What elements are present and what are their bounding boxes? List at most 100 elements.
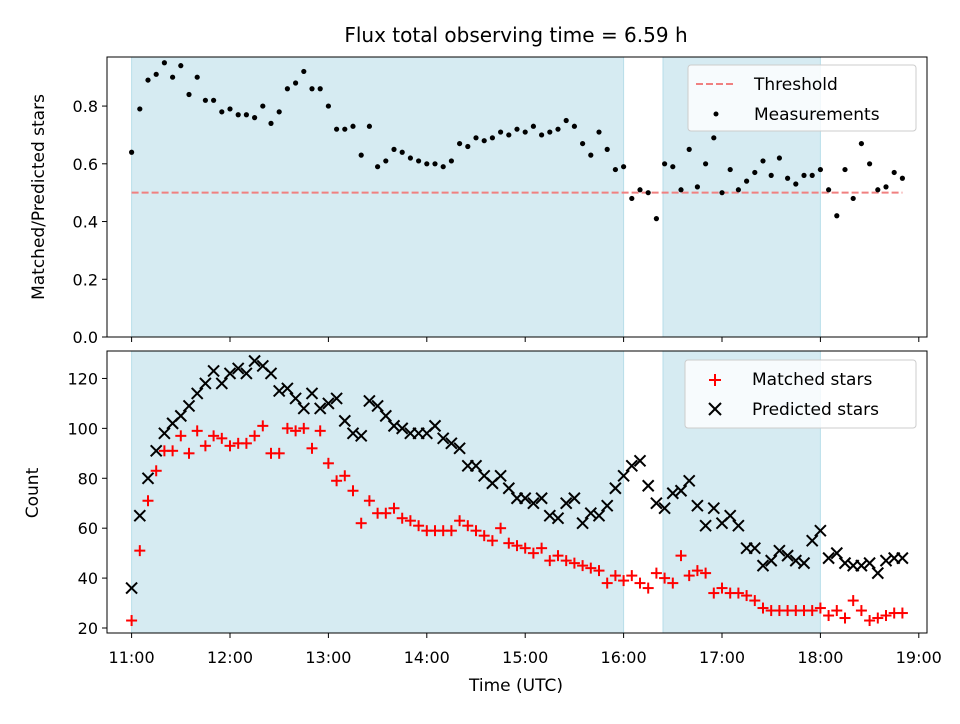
matched-star-point <box>273 447 285 459</box>
measurement-point <box>596 129 602 135</box>
matched-star-point <box>634 577 646 589</box>
predicted-star-point <box>149 444 163 458</box>
measurement-point <box>752 169 758 176</box>
matched-star-point <box>806 605 818 617</box>
predicted-star-point <box>666 487 680 500</box>
predicted-star-point <box>584 507 598 520</box>
measurement-point <box>514 126 520 132</box>
measurement-point <box>457 140 463 147</box>
matched-star-point <box>306 442 318 454</box>
matched-star-point <box>618 575 630 587</box>
matched-star-point <box>142 495 154 507</box>
measurement-point <box>129 149 135 155</box>
measurement-point <box>342 126 348 132</box>
measurement-point <box>243 112 249 118</box>
measurement-point <box>170 74 176 80</box>
predicted-star-point <box>125 581 138 595</box>
measurement-point <box>760 158 766 164</box>
measurement-point <box>137 106 143 112</box>
predicted-star-point <box>576 516 589 530</box>
matched-star-point <box>568 557 580 569</box>
bottom-y-tick-label: 80 <box>78 469 98 488</box>
predicted-star-point <box>305 387 319 400</box>
measurement-point <box>358 152 364 158</box>
predicted-star-point <box>592 509 606 522</box>
measurement-point <box>662 161 668 167</box>
predicted-star-point <box>354 429 368 443</box>
matched-star-point <box>732 587 744 599</box>
matched-star-point <box>134 545 146 557</box>
predicted-star-point <box>453 442 466 455</box>
measurement-point <box>539 132 545 138</box>
measurement-point <box>473 135 479 141</box>
measurement-point <box>178 63 184 69</box>
measurement-point <box>735 187 742 193</box>
x-tick-label: 16:00 <box>601 648 647 667</box>
predicted-star-point <box>814 524 827 537</box>
matched-star-point <box>363 495 375 507</box>
predicted-star-point <box>633 454 647 468</box>
matched-star-point <box>454 515 466 527</box>
measurement-point <box>268 120 274 126</box>
matched-star-point <box>257 420 269 432</box>
predicted-star-point <box>133 509 147 522</box>
predicted-star-point <box>551 511 565 525</box>
predicted-star-point <box>264 367 278 380</box>
x-tick-label: 14:00 <box>404 648 450 667</box>
predicted-star-point <box>748 541 762 555</box>
measurement-point <box>793 181 799 187</box>
top-y-tick-label: 0.8 <box>73 97 98 116</box>
predicted-star-point <box>445 437 458 450</box>
matched-star-point <box>331 475 343 487</box>
measurement-point <box>588 152 594 158</box>
measurement-point <box>227 106 233 112</box>
top-y-tick-label: 0.4 <box>73 213 98 232</box>
matched-star-point <box>380 507 392 519</box>
matched-star-point <box>880 610 892 622</box>
matched-star-point <box>314 425 326 437</box>
predicted-star-point <box>789 554 803 567</box>
matched-star-point <box>609 570 621 582</box>
measurement-point <box>399 149 405 155</box>
measurement-point <box>629 195 635 202</box>
chart-title: Flux total observing time = 6.59 h <box>344 23 687 47</box>
legend-predicted-label: Predicted stars <box>752 400 879 420</box>
measurement-point <box>571 123 578 129</box>
measurement-point <box>604 146 610 152</box>
matched-star-point <box>298 422 310 434</box>
measurement-point <box>686 146 692 152</box>
measurement-point <box>653 216 660 222</box>
predicted-star-point <box>658 502 671 515</box>
measurement-point <box>719 190 725 196</box>
predicted-star-point <box>707 502 721 515</box>
measurement-point <box>211 97 217 103</box>
x-tick-label: 17:00 <box>699 648 745 667</box>
predicted-star-point <box>518 492 532 505</box>
matched-star-point <box>281 422 293 434</box>
matched-star-point <box>175 430 187 442</box>
measurement-point <box>350 123 356 129</box>
matched-star-point <box>249 430 261 442</box>
measurement-point <box>424 161 430 167</box>
predicted-star-point <box>174 409 188 423</box>
measurement-point <box>416 158 422 164</box>
measurement-point <box>727 166 733 173</box>
measurement-point <box>580 140 586 147</box>
legend-threshold-label: Threshold <box>753 75 838 95</box>
matched-star-point <box>700 567 712 579</box>
measurement-point <box>801 172 807 178</box>
measurement-point <box>309 86 315 92</box>
matched-star-point <box>183 447 195 459</box>
predicted-star-point <box>527 497 540 510</box>
predicted-star-point <box>379 409 393 423</box>
legend-matched-swatch <box>709 374 721 386</box>
measurement-point <box>407 155 413 161</box>
bottom-y-tick-label: 40 <box>78 569 98 588</box>
measurement-point <box>826 187 832 193</box>
predicted-star-point <box>281 382 294 395</box>
predicted-star-point <box>781 549 794 562</box>
matched-star-point <box>486 535 498 547</box>
matched-star-point <box>593 565 605 577</box>
matched-star-point <box>872 612 884 624</box>
